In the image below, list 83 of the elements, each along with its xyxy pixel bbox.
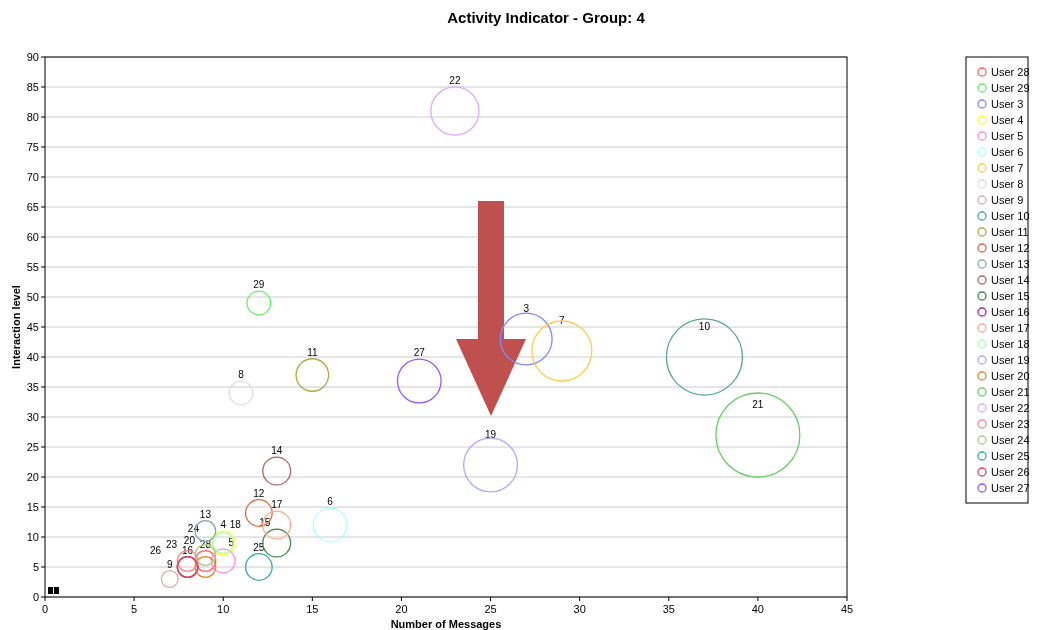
- legend-label: User 4: [991, 114, 1024, 126]
- x-tick-label: 15: [306, 603, 319, 615]
- legend-label: User 18: [991, 338, 1030, 350]
- annotation: 10: [698, 321, 711, 332]
- legend-label: User 19: [991, 354, 1030, 366]
- x-tick-label: 5: [131, 603, 138, 615]
- annotation: 27: [413, 347, 426, 359]
- legend-label: User 29: [991, 82, 1030, 94]
- annotation: 26: [150, 544, 162, 556]
- legend-label: User 20: [991, 370, 1030, 382]
- y-tick-label: 45: [26, 321, 39, 333]
- annotation: 6: [327, 496, 334, 508]
- x-tick-label: 45: [840, 603, 854, 615]
- y-tick-label: 65: [26, 201, 39, 213]
- legend-label: User 17: [991, 322, 1030, 334]
- legend-label: User 22: [991, 402, 1030, 414]
- legend-label: User 16: [991, 306, 1030, 318]
- legend-label: User 15: [991, 290, 1030, 302]
- y-tick-label: 20: [26, 471, 39, 483]
- annotation: 15: [259, 517, 271, 529]
- y-tick-label: 40: [26, 351, 39, 363]
- annotation: 4: [220, 519, 227, 531]
- annotation: 12: [253, 487, 265, 499]
- x-tick-label: 25: [484, 603, 497, 615]
- y-tick-label: 10: [26, 531, 39, 543]
- y-axis-title: Interaction level: [10, 285, 22, 369]
- x-tick-label: 10: [217, 603, 230, 615]
- y-tick-label: 80: [26, 111, 39, 123]
- legend-label: User 13: [991, 258, 1030, 270]
- annotation: 14: [271, 445, 283, 457]
- annotation: 8: [238, 369, 245, 381]
- x-axis-title: Number of Messages: [390, 618, 502, 630]
- legend-label: User 10: [991, 210, 1030, 222]
- annotation: 23: [166, 538, 178, 550]
- legend-label: User 25: [991, 450, 1030, 462]
- legend-label: User 9: [991, 194, 1024, 206]
- annotation: 17: [271, 499, 283, 511]
- legend-label: User 27: [991, 482, 1030, 494]
- chart-title: Activity Indicator - Group: 4: [447, 9, 646, 26]
- x-tick-label: 30: [573, 603, 586, 615]
- y-tick-label: 70: [26, 171, 39, 183]
- y-tick-label: 5: [32, 561, 39, 573]
- y-tick-label: 75: [26, 141, 39, 153]
- y-tick-label: 0: [32, 591, 39, 603]
- annotation: 20: [183, 534, 196, 546]
- y-tick-label: 35: [26, 381, 39, 393]
- x-tick-label: 0: [41, 603, 49, 615]
- legend-label: User 28: [991, 66, 1030, 78]
- annotation: 22: [449, 75, 461, 86]
- legend-label: User 11: [991, 226, 1029, 238]
- annotation: 29: [253, 279, 265, 291]
- legend-label: User 6: [991, 146, 1024, 158]
- y-tick-label: 55: [26, 261, 39, 273]
- y-tick-label: 25: [26, 441, 39, 453]
- annotation: 18: [229, 519, 242, 531]
- legend-label: User 23: [991, 418, 1030, 430]
- x-tick-label: 35: [662, 603, 675, 615]
- annotation: 13: [199, 508, 212, 520]
- legend-label: User 12: [991, 242, 1030, 254]
- legend-label: User 7: [991, 162, 1024, 174]
- legend-label: User 14: [991, 274, 1030, 286]
- legend-label: User 8: [991, 178, 1024, 190]
- y-tick-label: 60: [26, 231, 39, 243]
- x-tick-label: 40: [751, 603, 765, 615]
- y-tick-label: 50: [26, 291, 39, 303]
- annotation: 16: [182, 544, 194, 556]
- legend-label: User 21: [991, 386, 1030, 398]
- y-tick-label: 30: [26, 411, 39, 423]
- annotation: 19: [484, 429, 497, 440]
- y-tick-label: 85: [26, 81, 39, 93]
- annotation: 11: [307, 346, 318, 358]
- y-tick-label: 15: [26, 501, 39, 513]
- annotation: 7: [559, 315, 566, 326]
- annotation: 9: [166, 558, 173, 570]
- x-tick-label: 20: [395, 603, 408, 615]
- y-tick-label: 90: [26, 51, 39, 63]
- legend-label: User 24: [991, 434, 1030, 446]
- annotation: 3: [523, 303, 530, 314]
- legend-label: User 3: [991, 98, 1024, 110]
- legend-label: User 26: [991, 466, 1030, 478]
- legend-label: User 5: [991, 130, 1024, 142]
- annotation: 21: [752, 399, 764, 410]
- annotation: 25: [253, 541, 265, 553]
